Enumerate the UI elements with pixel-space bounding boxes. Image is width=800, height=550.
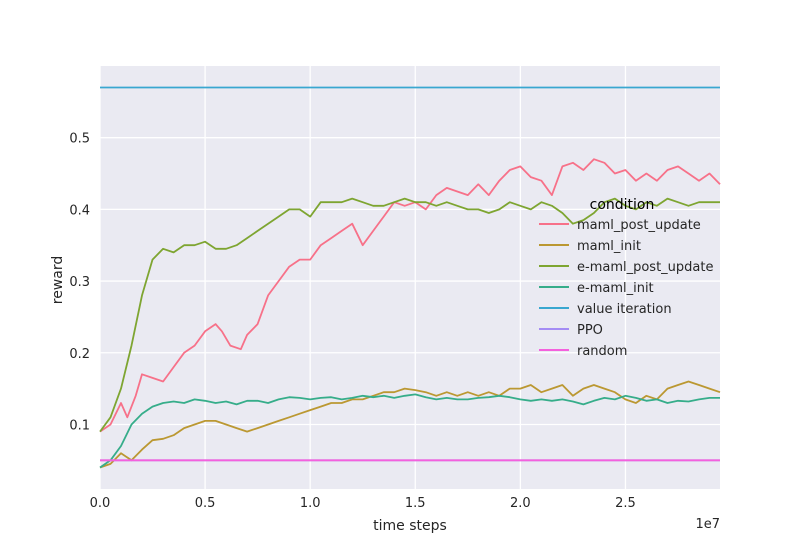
plot-background [100, 66, 720, 489]
y-tick-labels: 0.1 0.2 0.3 0.4 0.5 [69, 132, 90, 434]
x-tick-label: 1.0 [300, 496, 321, 511]
legend-label-e-maml-post-update: e-maml_post_update [577, 260, 713, 275]
x-tick-labels: 0.0 0.5 1.0 1.5 2.0 2.5 [90, 496, 636, 511]
series-line-maml-post-update [99, 158, 721, 433]
legend-label-e-maml-init: e-maml_init [577, 281, 654, 296]
legend-label-random: random [577, 344, 627, 359]
x-tick-label: 2.0 [510, 496, 531, 511]
grid [99, 66, 720, 489]
x-tick-label: 0.5 [195, 496, 216, 511]
y-tick-label: 0.4 [69, 203, 90, 218]
series-line-e-maml-init [99, 393, 720, 469]
series-line-maml-init [99, 380, 721, 469]
x-axis-label: time steps [373, 518, 447, 534]
legend-title: condition [590, 197, 655, 213]
legend-label-maml-init: maml_init [577, 239, 641, 254]
y-tick-label: 0.2 [69, 347, 90, 362]
legend-label-ppo: PPO [577, 323, 603, 338]
y-tick-label: 0.5 [69, 132, 90, 147]
legend-label-value-iteration: value iteration [577, 302, 672, 317]
series-line-e-maml-post-update [99, 197, 720, 433]
x-offset-label: 1e7 [695, 517, 720, 532]
y-axis-label: reward [50, 256, 66, 305]
x-tick-label: 1.5 [405, 496, 426, 511]
y-tick-label: 0.3 [69, 275, 90, 290]
y-tick-label: 0.1 [69, 418, 90, 433]
x-tick-label: 2.5 [615, 496, 636, 511]
series-lines [99, 86, 721, 469]
legend-label-maml-post-update: maml_post_update [577, 218, 701, 233]
x-tick-label: 0.0 [90, 496, 111, 511]
legend: condition maml_post_update maml_init e-mam… [539, 197, 713, 359]
